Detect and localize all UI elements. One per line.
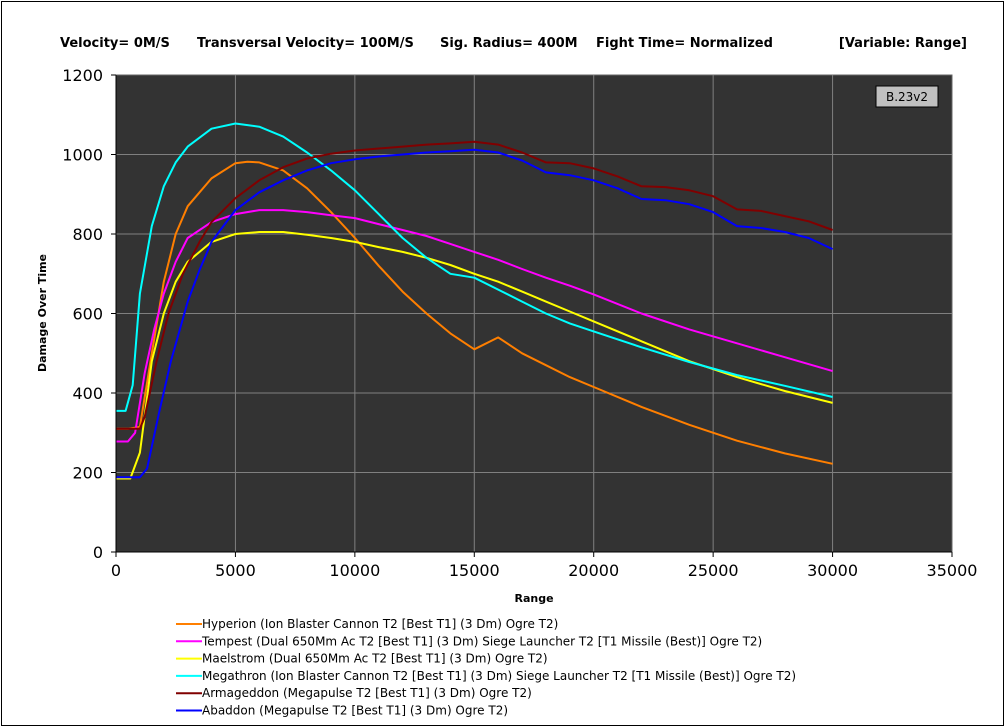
series-line-5 [116, 140, 833, 430]
legend-entry: Abaddon (Megapulse T2 [Best T1] (3 Dm) O… [202, 704, 508, 718]
version-badge-box [875, 85, 939, 108]
y-tick-label: 600 [72, 305, 103, 324]
series-group [116, 122, 834, 480]
legend: Hyperion (Ion Blaster Cannon T2 [Best T1… [176, 617, 796, 718]
x-tick-label: 25000 [688, 561, 739, 580]
header-velocity: Velocity= 0M/S [60, 36, 170, 51]
series-line-2 [116, 209, 833, 443]
series-line-4 [116, 122, 833, 412]
header-sig-radius: Sig. Radius= 400M [440, 36, 578, 51]
y-tick-label: 0 [93, 543, 103, 562]
y-tick-label: 200 [72, 464, 103, 483]
header-variable: [Variable: Range] [839, 36, 967, 51]
y-tick-label: 400 [72, 384, 103, 403]
version-badge: B.23v2 [875, 85, 939, 108]
y-axis-label: Damage Over Time [36, 254, 49, 372]
legend-entry: Megathron (Ion Blaster Cannon T2 [Best T… [202, 669, 796, 683]
version-badge-label: B.23v2 [886, 90, 928, 104]
legend-entry: Tempest (Dual 650Mm Ac T2 [Best T1] (3 D… [201, 634, 762, 648]
series-line-3 [116, 231, 833, 480]
x-tick-label: 5000 [215, 561, 256, 580]
y-tick-label: 1200 [62, 66, 103, 85]
header-fight-time: Fight Time= Normalized [596, 36, 773, 51]
header-transversal-velocity: Transversal Velocity= 100M/S [197, 36, 414, 51]
legend-entry: Maelstrom (Dual 650Mm Ac T2 [Best T1] (3… [202, 652, 548, 666]
series-line-6 [116, 148, 834, 479]
x-tick-label: 10000 [329, 561, 380, 580]
y-tick-label: 800 [72, 225, 103, 244]
x-tick-label: 35000 [927, 561, 978, 580]
legend-entry: Hyperion (Ion Blaster Cannon T2 [Best T1… [202, 617, 558, 631]
x-tick-label: 30000 [807, 561, 858, 580]
x-tick-label: 20000 [568, 561, 619, 580]
axes: 0 5000 10000 15000 20000 25000 30000 35000 0 200 4… [62, 66, 977, 580]
series-line-1 [116, 160, 833, 465]
x-tick-label: 15000 [449, 561, 500, 580]
y-tick-label: 1000 [62, 146, 103, 165]
x-tick-label: 0 [111, 561, 121, 580]
x-axis-label: Range [514, 592, 553, 605]
legend-entry: Armageddon (Megapulse T2 [Best T1] (3 Dm… [202, 686, 532, 700]
